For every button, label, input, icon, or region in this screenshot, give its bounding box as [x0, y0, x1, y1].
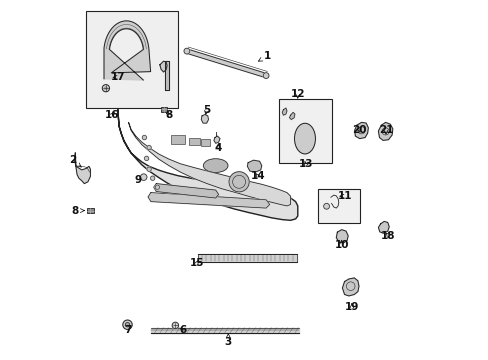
Polygon shape: [128, 122, 290, 206]
Ellipse shape: [203, 159, 227, 172]
Bar: [170, 135, 185, 144]
Bar: [161, 107, 167, 112]
Text: 1: 1: [258, 51, 271, 61]
Polygon shape: [160, 61, 167, 72]
Circle shape: [140, 174, 146, 180]
Polygon shape: [289, 112, 294, 120]
Polygon shape: [118, 110, 297, 220]
Polygon shape: [247, 160, 261, 172]
Text: 16: 16: [104, 110, 119, 120]
Circle shape: [146, 145, 151, 150]
Polygon shape: [354, 122, 367, 139]
Ellipse shape: [294, 123, 315, 154]
Text: 14: 14: [250, 171, 265, 181]
Text: 13: 13: [298, 159, 312, 169]
Text: 6: 6: [179, 325, 186, 336]
Polygon shape: [148, 193, 269, 208]
Bar: [278, 99, 331, 163]
Text: 12: 12: [290, 89, 305, 99]
Text: 3: 3: [224, 334, 231, 347]
Circle shape: [104, 87, 107, 90]
Polygon shape: [151, 328, 298, 333]
Text: 19: 19: [344, 302, 358, 312]
Circle shape: [228, 172, 249, 192]
Circle shape: [144, 156, 148, 161]
Text: 15: 15: [189, 258, 204, 268]
Polygon shape: [75, 153, 90, 184]
Polygon shape: [378, 122, 392, 140]
Bar: [318, 189, 359, 223]
Circle shape: [150, 176, 155, 180]
Text: 11: 11: [337, 191, 352, 201]
Text: 9: 9: [135, 175, 142, 185]
Circle shape: [122, 320, 132, 329]
Circle shape: [125, 323, 129, 327]
Polygon shape: [186, 49, 266, 78]
Polygon shape: [378, 221, 388, 233]
Circle shape: [142, 135, 146, 140]
Circle shape: [146, 167, 151, 171]
Polygon shape: [153, 184, 218, 198]
Bar: [188, 138, 199, 145]
Text: 7: 7: [123, 325, 131, 336]
Circle shape: [183, 48, 189, 54]
Polygon shape: [198, 254, 296, 262]
Circle shape: [323, 203, 329, 209]
Text: 4: 4: [214, 143, 222, 153]
Text: 5: 5: [203, 105, 210, 115]
Bar: [87, 208, 94, 213]
Text: 10: 10: [334, 240, 348, 250]
Circle shape: [102, 85, 109, 92]
Polygon shape: [213, 136, 220, 143]
Text: 8: 8: [165, 110, 172, 120]
Polygon shape: [201, 114, 208, 123]
Bar: [201, 139, 210, 146]
Bar: [86, 11, 178, 108]
Polygon shape: [336, 230, 347, 243]
Polygon shape: [282, 108, 286, 115]
Text: 8: 8: [71, 206, 84, 216]
Circle shape: [263, 73, 268, 78]
Circle shape: [155, 185, 159, 189]
Circle shape: [172, 322, 178, 329]
Text: 17: 17: [110, 72, 125, 82]
Polygon shape: [104, 21, 150, 80]
Text: 2: 2: [69, 155, 81, 167]
Text: 20: 20: [351, 125, 366, 135]
Polygon shape: [165, 61, 168, 90]
Polygon shape: [342, 278, 358, 296]
Text: 21: 21: [378, 125, 392, 135]
Text: 18: 18: [381, 231, 395, 241]
